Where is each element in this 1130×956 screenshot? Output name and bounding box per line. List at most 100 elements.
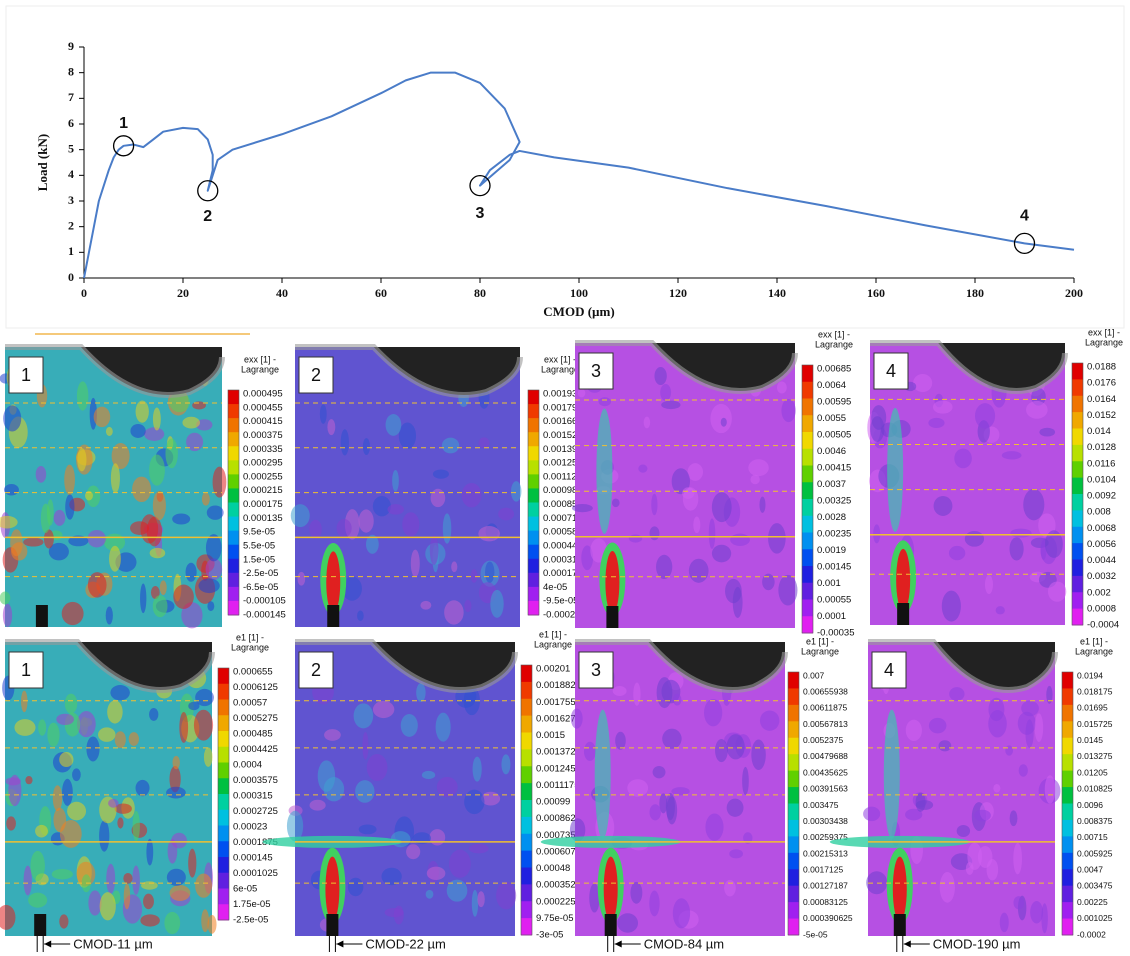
colorbar-tick-label: 0.015725 (1077, 719, 1113, 729)
colorbar-tick-label: 0.00127187 (803, 881, 848, 891)
strain-blob (666, 793, 675, 820)
strain-blob (1010, 810, 1018, 826)
strain-blob (705, 813, 723, 840)
strain-blob (572, 504, 593, 512)
colorbar-tick-label: 0.013275 (1077, 751, 1113, 761)
colorbar-segment (218, 810, 229, 826)
strain-blob (712, 492, 732, 522)
strain-blob (54, 510, 66, 526)
strain-blob (165, 438, 177, 468)
strain-blob (730, 534, 750, 546)
strain-blob (689, 559, 709, 583)
strain-blob (149, 455, 165, 486)
colorbar-tick-label: 0.000455 (243, 402, 283, 413)
colorbar-tick-label: 0.003475 (1077, 881, 1113, 891)
colorbar-tick-label: 0.000485 (233, 729, 273, 740)
colorbar-segment (1072, 527, 1083, 544)
strain-blob (36, 466, 47, 483)
colorbar-segment (521, 665, 532, 682)
strain-blob (657, 677, 673, 708)
colorbar-tick-label: 0.0011175 (536, 780, 580, 791)
colorbar-segment (802, 482, 813, 499)
colorbar-tick-label: 0.0047 (1077, 865, 1103, 875)
strain-blob (327, 419, 335, 435)
colorbar-tick-label: 0.001025 (1077, 913, 1113, 923)
colorbar-segment (1072, 379, 1083, 396)
strain-blob (47, 723, 59, 747)
strain-blob (954, 448, 972, 468)
colorbar-segment (218, 889, 229, 905)
colorbar-tick-label: 0.0032 (1087, 571, 1116, 582)
strain-blob (153, 595, 168, 617)
strain-blob (144, 427, 164, 441)
y-tick-label: 3 (68, 193, 74, 207)
colorbar-segment (802, 549, 813, 566)
strain-blob (704, 699, 722, 726)
strain-blob (985, 575, 993, 594)
x-tick-label: 100 (570, 286, 588, 300)
strain-blob (88, 530, 106, 548)
cmod-label: CMOD-22 µm (365, 936, 445, 951)
colorbar-tick-label: 0.00058 (543, 527, 577, 538)
dic-panel: 3exx [1] -Lagrange0.006850.00640.005950.… (572, 329, 855, 638)
colorbar-tick-label: 0.003475 (803, 800, 839, 810)
colorbar-tick-label: -3e-05 (536, 930, 563, 941)
strain-blob (760, 710, 779, 730)
strain-blob (661, 401, 680, 409)
colorbar-segment (1072, 461, 1083, 478)
strain-blob (132, 865, 140, 894)
strain-blob (469, 844, 489, 854)
colorbar-tick-label: 0.0188 (1087, 362, 1116, 373)
strain-blob (729, 849, 743, 858)
colorbar-segment (1062, 688, 1073, 705)
colorbar-segment (218, 747, 229, 763)
strain-blob (186, 563, 197, 582)
strain-blob (727, 734, 745, 759)
strain-blob (873, 524, 880, 543)
strain-blob (709, 518, 716, 549)
strain-blob (942, 591, 961, 622)
strain-blob (207, 505, 224, 519)
colorbar-segment (1062, 820, 1073, 837)
strain-blob (1010, 537, 1024, 560)
strain-blob (629, 535, 642, 543)
colorbar-tick-label: 0.000335 (243, 444, 283, 455)
colorbar-title: Lagrange (541, 364, 579, 374)
colorbar-tick-label: 0.00215313 (803, 848, 848, 858)
strain-blob (124, 883, 130, 909)
strain-blob (993, 784, 1000, 793)
colorbar-segment (521, 868, 532, 885)
colorbar-segment (802, 600, 813, 617)
colorbar-tick-label: 0.008375 (1077, 816, 1113, 826)
colorbar-tick-label: 0.00057 (233, 698, 267, 709)
strain-blob (928, 418, 944, 428)
colorbar-tick-label: 0.00031 (543, 554, 577, 565)
colorbar-tick-label: 0.0044 (1087, 555, 1116, 566)
strain-blob (615, 732, 626, 750)
colorbar-tick-label: 0.0001 (817, 611, 846, 622)
colorbar-segment (1072, 543, 1083, 560)
colorbar-segment (528, 545, 539, 560)
crack-upper (884, 710, 900, 839)
colorbar-tick-label: 0.0128 (1087, 442, 1116, 453)
strain-blob (337, 519, 352, 538)
colorbar-segment (528, 503, 539, 518)
colorbar-segment (228, 390, 239, 405)
colorbar-tick-label: -0.000105 (243, 596, 286, 607)
strain-blob (671, 787, 689, 795)
colorbar-segment (1072, 429, 1083, 446)
strain-blob (402, 512, 419, 536)
colorbar-tick-label: 1.75e-05 (233, 899, 271, 910)
strain-blob (28, 893, 47, 908)
colorbar-tick-label: 0.00145 (817, 562, 851, 573)
strain-blob (1023, 489, 1044, 520)
colorbar-segment (802, 466, 813, 483)
colorbar-tick-label: 0.00083125 (803, 897, 848, 907)
strain-blob (442, 438, 459, 454)
crack-upper (596, 409, 612, 534)
strain-blob (478, 526, 500, 541)
strain-blob (660, 384, 671, 401)
colorbar-tick-label: 0.0194 (1077, 670, 1103, 680)
strain-blob (870, 416, 884, 442)
colorbar-title: exx [1] - (818, 329, 850, 339)
